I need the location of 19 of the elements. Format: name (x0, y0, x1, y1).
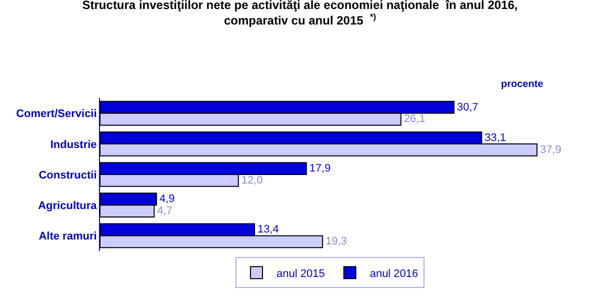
y-tick-label: Agricultura (38, 200, 98, 212)
legend-label: anul 2015 (276, 268, 325, 280)
data-label: 4,9 (160, 193, 175, 206)
data-label: 30,7 (456, 101, 478, 114)
data-label: 33,1 (484, 132, 506, 144)
data-label: 17,9 (309, 162, 331, 175)
text: procente (501, 79, 544, 90)
data-label: 13,4 (258, 224, 279, 236)
y-tick-label: Industrie (50, 138, 97, 151)
y-tick-label: Alte ramuri (38, 230, 97, 243)
data-label: 37,9 (540, 144, 562, 156)
y-tick-label: Comert/Servicii (16, 108, 97, 120)
data-label: 26,1 (404, 113, 426, 126)
data-label: 19,3 (326, 236, 347, 248)
chart-title: Structura investiţiilor nete pe activităţi ale economiei naţionale în anul 2016, comparativ cu anul 2015 $^{*)}$ (82, 0, 518, 28)
y-tick-label: Constructii (38, 169, 97, 182)
data-label: 4,7 (157, 205, 172, 218)
data-label: 12,0 (241, 174, 263, 186)
legend-label: anul 2016 (370, 268, 418, 280)
